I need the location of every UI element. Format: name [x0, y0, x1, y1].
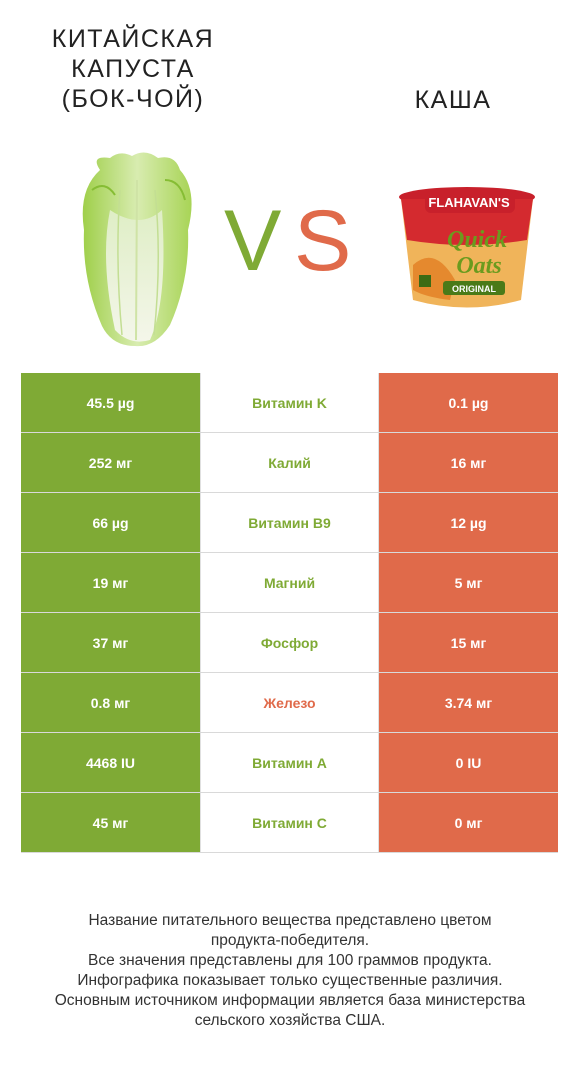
right-value: 0.1 µg [379, 373, 558, 432]
left-title-line-3: (БОК-ЧОЙ) [61, 85, 205, 113]
vs-v-letter: V [224, 193, 282, 289]
footer-line: сельского хозяйства США. [194, 1012, 386, 1029]
right-value: 12 µg [379, 493, 558, 552]
footer-line: Название питательного вещества представл… [88, 912, 492, 929]
nutrient-name: Магний [200, 553, 379, 612]
right-product-title: КАША [414, 86, 492, 114]
table-row: 45 мг Витамин C 0 мг [21, 793, 558, 853]
footer-line: Все значения представлены для 100 граммо… [88, 952, 492, 969]
left-title-line-2: КАПУСТА [71, 55, 195, 83]
table-row: 19 мг Магний 5 мг [21, 553, 558, 613]
left-title-line-1: КИТАЙСКАЯ [51, 25, 215, 53]
nutrient-name: Витамин C [200, 793, 379, 852]
table-row: 45.5 µg Витамин K 0.1 µg [21, 373, 558, 433]
left-value: 252 мг [21, 433, 200, 492]
row-divider [21, 672, 558, 673]
nutrient-name: Витамин A [200, 733, 379, 792]
left-value: 45 мг [21, 793, 200, 852]
row-divider [21, 432, 558, 433]
right-value: 0 мг [379, 793, 558, 852]
chinese-cabbage-image [82, 152, 192, 347]
left-value: 19 мг [21, 553, 200, 612]
left-value: 66 µg [21, 493, 200, 552]
package-badge-text: ORIGINAL [452, 284, 497, 294]
right-value: 15 мг [379, 613, 558, 672]
comparison-table: 45.5 µg Витамин K 0.1 µg 252 мг Калий 16… [21, 373, 558, 853]
row-divider [21, 612, 558, 613]
vs-label: V S [224, 198, 352, 288]
package-quick-text: Quick [447, 227, 507, 253]
right-value: 0 IU [379, 733, 558, 792]
nutrient-name: Витамин B9 [200, 493, 379, 552]
left-value: 45.5 µg [21, 373, 200, 432]
right-value: 16 мг [379, 433, 558, 492]
package-oats-text: Oats [456, 253, 501, 279]
left-product-title: КИТАЙСКАЯ КАПУСТА (БОК-ЧОЙ) [48, 24, 218, 114]
left-value: 37 мг [21, 613, 200, 672]
table-row: 252 мг Калий 16 мг [21, 433, 558, 493]
oats-cup-image: FLAHAVAN'S Quick Oats ORIGINAL [399, 187, 535, 308]
package-brand-text: FLAHAVAN'S [428, 195, 510, 210]
row-divider [21, 792, 558, 793]
right-value: 5 мг [379, 553, 558, 612]
table-row: 4468 IU Витамин A 0 IU [21, 733, 558, 793]
footer-note: Название питательного вещества представл… [20, 911, 560, 1031]
table-row: 37 мг Фосфор 15 мг [21, 613, 558, 673]
row-divider [21, 552, 558, 553]
table-row: 0.8 мг Железо 3.74 мг [21, 673, 558, 733]
row-divider [21, 492, 558, 493]
nutrient-name: Железо [200, 673, 379, 732]
nutrient-name: Фосфор [200, 613, 379, 672]
nutrient-name: Витамин K [200, 373, 379, 432]
right-value: 3.74 мг [379, 673, 558, 732]
nutrient-name: Калий [200, 433, 379, 492]
footer-line: продукта-победителя. [210, 932, 370, 949]
left-value: 4468 IU [21, 733, 200, 792]
left-value: 0.8 мг [21, 673, 200, 732]
table-row: 66 µg Витамин B9 12 µg [21, 493, 558, 553]
vs-s-letter: S [294, 193, 352, 289]
row-divider [21, 732, 558, 733]
footer-line: Инфографика показывает только существенн… [77, 972, 503, 989]
footer-line: Основным источником информации является … [54, 992, 526, 1009]
row-divider [21, 852, 558, 853]
